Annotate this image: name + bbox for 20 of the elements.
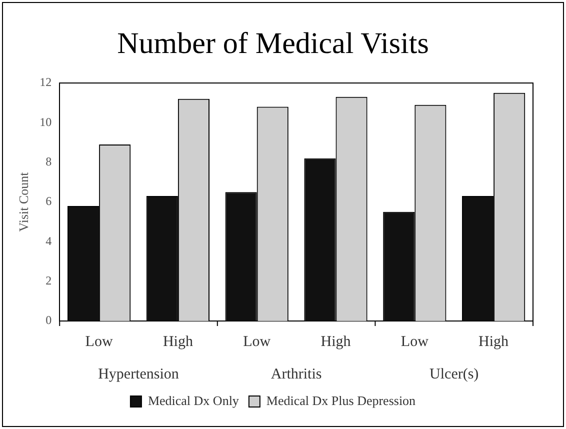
y-tick-label: 8 bbox=[46, 154, 52, 168]
x-tick-label: Low bbox=[400, 334, 429, 350]
y-tick-label: 4 bbox=[46, 234, 52, 248]
x-tick-label: Low bbox=[85, 334, 113, 350]
y-axis-title: Visit Count bbox=[16, 172, 32, 232]
y-tick-label: 0 bbox=[46, 313, 52, 328]
text: Arthritis bbox=[270, 366, 322, 382]
text: Hypertension bbox=[98, 366, 180, 382]
chart-title: Number of Medical Visits bbox=[117, 26, 429, 60]
y-tick-label: 10 bbox=[40, 114, 52, 129]
legend-label: Medical Dx Only bbox=[148, 392, 240, 408]
legend-label: Medical Dx Plus Depression bbox=[266, 392, 416, 408]
x-tick-label: High bbox=[162, 334, 194, 350]
y-tick-label: 6 bbox=[46, 194, 52, 208]
x-tick-label: Low bbox=[243, 334, 271, 350]
x-tick-label: High bbox=[320, 334, 352, 350]
y-tick-label: 12 bbox=[40, 75, 52, 90]
y-tick-label: 2 bbox=[46, 273, 52, 288]
x-tick-label: High bbox=[478, 334, 510, 350]
text: Ulcer(s) bbox=[430, 366, 479, 382]
